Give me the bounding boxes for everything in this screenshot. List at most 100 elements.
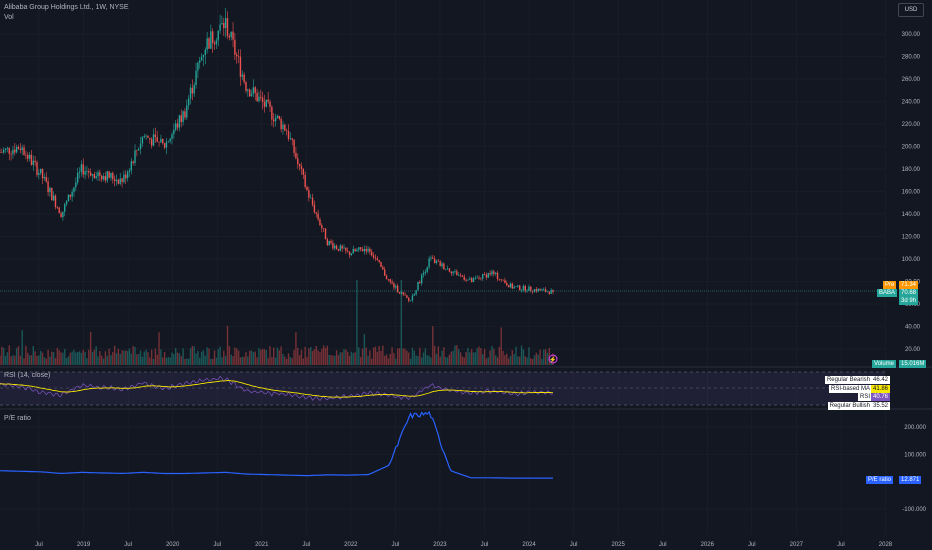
candle-body xyxy=(219,24,221,31)
rsi-ma-label: RSI-based MA xyxy=(828,385,872,393)
candle-body xyxy=(298,164,301,167)
volume-bar xyxy=(432,326,434,365)
volume-indicator-label[interactable]: Vol xyxy=(4,14,14,21)
volume-bar xyxy=(539,349,541,365)
volume-bar xyxy=(223,350,225,365)
volume-bar xyxy=(398,348,401,365)
volume-bar xyxy=(217,349,219,365)
candle-body xyxy=(522,285,525,290)
price-candles xyxy=(0,8,554,303)
candle-body xyxy=(248,89,251,97)
volume-bar xyxy=(271,357,273,365)
candle-body xyxy=(483,273,486,275)
candle-body xyxy=(528,286,530,291)
rsi-label: RSI xyxy=(857,393,872,401)
candle-body xyxy=(14,149,16,153)
volume-bar xyxy=(245,352,247,365)
candle-body xyxy=(145,135,147,137)
candle-body xyxy=(223,23,225,29)
candle-body xyxy=(400,292,403,294)
volume-bar xyxy=(383,355,386,365)
volume-bar xyxy=(411,347,414,365)
volume-bar xyxy=(88,349,90,365)
candle-body xyxy=(25,155,27,156)
volume-bar xyxy=(0,355,1,365)
candle-body xyxy=(110,172,112,178)
volume-bar xyxy=(472,352,475,365)
volume-bar xyxy=(176,352,179,365)
time-tick-label: 2022 xyxy=(344,542,358,548)
candle-body xyxy=(433,258,436,263)
volume-bar xyxy=(317,350,319,365)
volume-bar xyxy=(165,357,168,365)
volume-bar xyxy=(239,357,242,365)
candle-body xyxy=(500,279,502,280)
candle-body xyxy=(374,257,377,259)
volume-bar xyxy=(550,358,552,365)
candle-body xyxy=(310,197,312,199)
pe-title[interactable]: P/E ratio xyxy=(4,415,31,422)
volume-bar xyxy=(154,348,157,365)
volume-bar xyxy=(335,350,338,365)
volume-bar xyxy=(489,350,491,365)
rsi-regular-bullish-value: 35.52 xyxy=(871,402,891,410)
candle-body xyxy=(432,257,434,259)
volume-bar xyxy=(406,350,408,365)
candle-body xyxy=(260,96,262,98)
volume-bar xyxy=(332,355,334,365)
volume-bar xyxy=(250,350,253,365)
volume-bar xyxy=(441,350,443,365)
volume-bar xyxy=(49,356,51,365)
candle-body xyxy=(152,134,155,146)
candle-body xyxy=(230,31,232,38)
currency-button[interactable]: USD xyxy=(898,3,924,17)
volume-bar xyxy=(498,346,501,365)
candle-body xyxy=(91,174,94,176)
volume-bar xyxy=(191,345,194,365)
candle-body xyxy=(36,162,38,175)
volume-bar xyxy=(273,347,275,365)
candle-body xyxy=(350,253,353,255)
volume-bar xyxy=(30,355,33,365)
candle-body xyxy=(125,174,127,179)
candle-body xyxy=(38,172,40,175)
candle-body xyxy=(476,277,478,279)
volume-bar xyxy=(404,348,406,365)
volume-bar xyxy=(252,351,255,365)
candle-body xyxy=(470,278,473,282)
candle-body xyxy=(441,263,443,267)
volume-bar xyxy=(204,355,206,365)
volume-bar xyxy=(134,346,136,365)
volume-bar xyxy=(258,347,260,365)
volume-bar xyxy=(289,356,292,365)
candle-body xyxy=(134,150,136,163)
rsi-title[interactable]: RSI (14, close) xyxy=(4,372,51,379)
candle-body xyxy=(363,248,366,252)
candle-body xyxy=(494,272,497,274)
candle-body xyxy=(319,219,321,226)
events-icon[interactable] xyxy=(548,354,558,364)
price-tick-label: 300.00 xyxy=(902,32,921,38)
candle-body xyxy=(189,87,192,99)
volume-bar xyxy=(467,347,469,365)
candle-body xyxy=(491,271,493,275)
volume-bar xyxy=(544,349,547,365)
candle-body xyxy=(78,171,81,173)
candle-body xyxy=(247,89,249,91)
candle-body xyxy=(424,271,427,273)
candle-body xyxy=(361,249,364,252)
volume-bar xyxy=(89,331,92,365)
candle-body xyxy=(454,271,456,272)
price-tick-label: 200.00 xyxy=(902,145,921,151)
symbol-title[interactable]: Alibaba Group Holdings Ltd., 1W, NYSE xyxy=(4,4,129,11)
volume-bar xyxy=(21,330,23,365)
time-tick-label: 2019 xyxy=(77,542,91,548)
volume-bar xyxy=(500,327,502,365)
volume-bar xyxy=(45,358,47,365)
volume-bar xyxy=(408,352,410,365)
candle-body xyxy=(369,248,371,252)
candle-body xyxy=(232,31,234,40)
volume-bar xyxy=(509,356,512,365)
candle-body xyxy=(289,138,292,140)
